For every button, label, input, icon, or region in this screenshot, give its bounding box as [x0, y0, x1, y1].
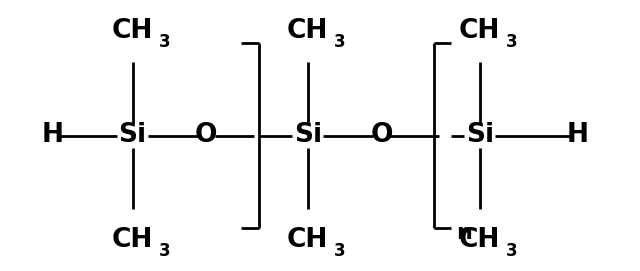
Text: 3: 3: [334, 33, 346, 51]
Text: CH: CH: [287, 18, 328, 44]
Text: 3: 3: [506, 242, 518, 260]
Text: Si: Si: [294, 122, 322, 149]
Text: O: O: [370, 122, 393, 149]
Text: 3: 3: [334, 242, 346, 260]
Text: 3: 3: [506, 33, 518, 51]
Text: CH: CH: [287, 227, 328, 253]
Text: n: n: [456, 223, 472, 243]
Text: CH: CH: [459, 227, 500, 253]
Text: CH: CH: [112, 18, 154, 44]
Text: O: O: [195, 122, 218, 149]
Text: Si: Si: [466, 122, 494, 149]
Text: 3: 3: [159, 242, 171, 260]
Text: 3: 3: [159, 33, 171, 51]
Text: CH: CH: [112, 227, 154, 253]
Text: H: H: [42, 122, 64, 149]
Text: Si: Si: [118, 122, 147, 149]
Text: H: H: [567, 122, 589, 149]
Text: CH: CH: [459, 18, 500, 44]
